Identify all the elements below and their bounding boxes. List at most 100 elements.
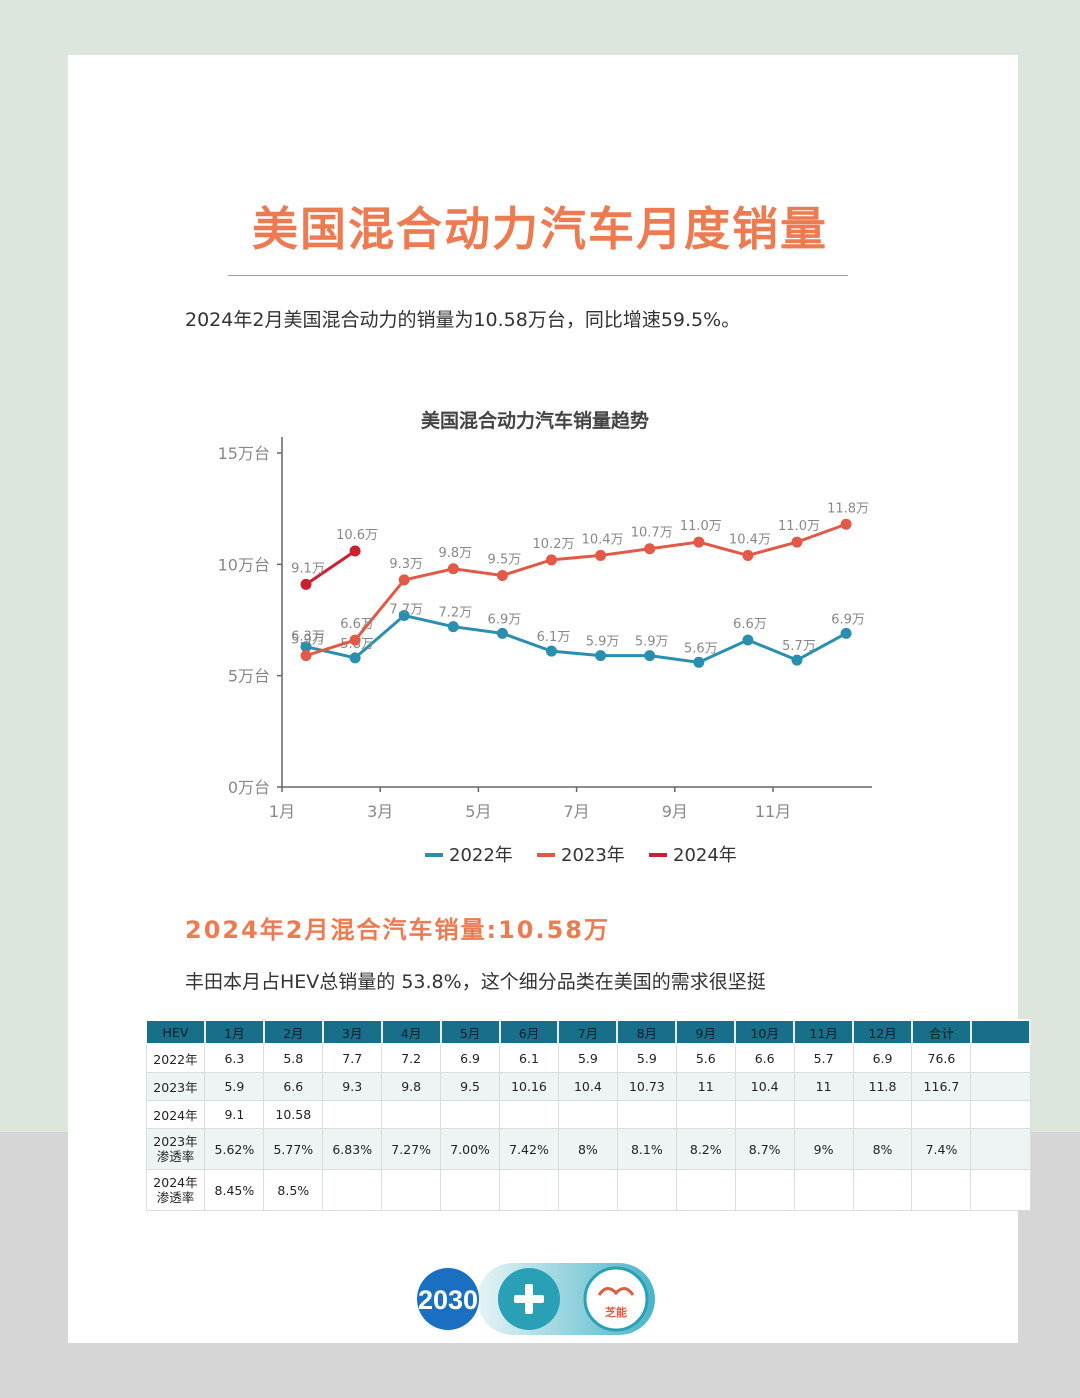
table-header-cell: 11月: [793, 1019, 855, 1045]
data-label: 9.5万: [488, 552, 522, 567]
intro-text: 2024年2月美国混合动力的销量为10.58万台，同比增速59.5%。: [185, 309, 741, 331]
table-cell: [970, 1100, 1031, 1129]
table-header-cell: 2月: [262, 1019, 324, 1045]
data-point: [300, 650, 312, 662]
table-row-header: 2023年: [145, 1072, 206, 1101]
y-tick-label: 0万台: [228, 778, 270, 797]
section-description: 丰田本月占HEV总销量的 53.8%，这个细分品类在美国的需求很坚挺: [185, 971, 766, 993]
table-cell: 6.6: [263, 1072, 324, 1101]
data-point: [546, 554, 557, 566]
data-point: [791, 536, 803, 548]
table-cell: 8.2%: [675, 1128, 736, 1170]
table-cell: 6.9: [852, 1043, 913, 1073]
x-tick-label: 5月: [465, 802, 491, 821]
table-cell: [675, 1100, 736, 1129]
table-cell: 10.4: [557, 1072, 618, 1101]
table-cell: 8.5%: [263, 1169, 324, 1211]
table-cell: [734, 1169, 795, 1211]
data-label: 6.3万: [291, 630, 325, 645]
data-point: [300, 578, 312, 590]
section-subtitle: 2024年2月混合汽车销量:10.58万: [185, 916, 611, 944]
data-point: [644, 650, 656, 662]
table-header-cell: 合计: [910, 1019, 972, 1045]
legend-label: 2022年: [449, 845, 513, 866]
data-point: [840, 518, 852, 530]
sales-trend-chart: 美国混合动力汽车销量趋势 15万台 10万台 5万台 0万台 1月 3月 5月 7月 9月 11月 6…: [218, 409, 872, 866]
table-header-cell: 5月: [439, 1019, 501, 1045]
brand-logo: 2030 芝能: [417, 1263, 655, 1335]
table-cell: 7.27%: [381, 1128, 442, 1170]
table-cell: [970, 1072, 1031, 1101]
x-tick-label: 11月: [755, 802, 791, 821]
data-label: 11.0万: [680, 519, 722, 534]
data-label: 10.4万: [729, 532, 771, 547]
table-row: 2023年 5.9 6.6 9.3 9.8 9.5 10.16 10.4 10.73 11 10.4…: [145, 1072, 1031, 1101]
logo-zhineng-text: 芝能: [605, 1305, 627, 1319]
table-cell: [970, 1169, 1031, 1211]
table-cell: [322, 1169, 383, 1211]
table-cell: [557, 1169, 618, 1211]
logo-2030-text: 2030: [418, 1285, 478, 1315]
table-cell: 5.62%: [204, 1128, 265, 1170]
x-tick-label: 3月: [367, 802, 393, 821]
table-row-header: 2024年 渗透率: [145, 1169, 206, 1211]
table-row-header: 2024年: [145, 1100, 206, 1129]
data-point: [300, 641, 312, 653]
data-point: [546, 645, 557, 657]
x-tick-label: 9月: [662, 802, 688, 821]
legend-label: 2023年: [561, 845, 625, 866]
series-line-2024年: [305, 549, 356, 586]
table-row-header: 2023年 渗透率: [145, 1128, 206, 1170]
data-label: 6.9万: [831, 612, 865, 627]
table-cell: [616, 1100, 677, 1129]
table-cell: 11: [675, 1072, 736, 1101]
table-row: 2024年 9.1 10.58: [145, 1100, 1031, 1129]
table-cell: 7.7: [322, 1043, 383, 1073]
table-cell: 6.3: [204, 1043, 265, 1073]
table-header-cell: 12月: [852, 1019, 913, 1045]
data-label: 11.8万: [827, 501, 869, 516]
table-cell: 8.45%: [204, 1169, 265, 1211]
table-cell: 7.00%: [440, 1128, 501, 1170]
table-cell: 8%: [852, 1128, 913, 1170]
table-cell: 9.8: [381, 1072, 442, 1101]
table-cell: 5.9: [557, 1043, 618, 1073]
data-label: 9.1万: [291, 561, 325, 576]
table-cell: [322, 1100, 383, 1129]
table-cell: 5.8: [263, 1043, 324, 1073]
table-cell: [852, 1100, 913, 1129]
data-point: [791, 654, 803, 666]
data-label: 5.7万: [782, 639, 816, 654]
table-cell: 7.2: [381, 1043, 442, 1073]
data-point: [447, 621, 459, 633]
data-point: [349, 652, 361, 664]
data-point: [742, 634, 754, 646]
data-point: [398, 610, 410, 622]
table-cell: 6.83%: [322, 1128, 383, 1170]
hev-sales-table: HEV 1月 2月 3月 4月 5月 6月 7月 8月 9月 10月 11月 12月 合计 2022年 6.3…: [145, 1019, 1032, 1211]
table-cell: 6.9: [440, 1043, 501, 1073]
data-label: 6.9万: [488, 612, 522, 627]
table-cell: [852, 1169, 913, 1211]
table-cell: [734, 1100, 795, 1129]
x-tick-label: 1月: [269, 802, 295, 821]
table-header-cell: 3月: [321, 1019, 383, 1045]
data-label: 11.0万: [778, 519, 820, 534]
table-row: 2024年 渗透率 8.45% 8.5%: [145, 1169, 1031, 1211]
data-point: [644, 543, 656, 555]
table-header-cell: HEV: [145, 1019, 206, 1045]
table-cell: 5.6: [675, 1043, 736, 1073]
page-title: 美国混合动力汽车月度销量: [252, 202, 828, 256]
table-cell: 9%: [793, 1128, 854, 1170]
table-cell: 6.6: [734, 1043, 795, 1073]
table-cell: 10.4: [734, 1072, 795, 1101]
logo-2030-badge: [417, 1268, 479, 1330]
y-tick-label: 5万台: [228, 667, 270, 686]
table-cell: 76.6: [911, 1043, 972, 1073]
table-cell: 5.7: [793, 1043, 854, 1073]
series-line-2022年: [305, 613, 847, 664]
x-tick-label: 7月: [564, 802, 590, 821]
data-point: [742, 549, 754, 561]
table-cell: [499, 1169, 559, 1211]
table-cell: [381, 1100, 442, 1129]
